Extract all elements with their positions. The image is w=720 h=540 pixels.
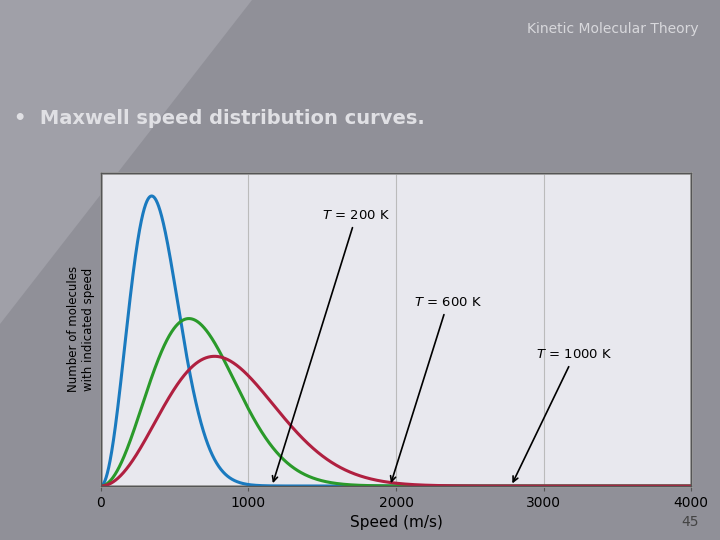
Text: 45: 45 (681, 515, 698, 529)
Text: $\it{T}$ = 1000 K: $\it{T}$ = 1000 K (513, 348, 613, 482)
Bar (101, 173, 691, 486)
Text: $\it{T}$ = 200 K: $\it{T}$ = 200 K (272, 209, 390, 482)
X-axis label: Speed (m/s): Speed (m/s) (350, 515, 442, 530)
Polygon shape (0, 0, 252, 324)
Text: Kinetic Molecular Theory: Kinetic Molecular Theory (527, 22, 698, 36)
Text: •  Maxwell speed distribution curves.: • Maxwell speed distribution curves. (14, 109, 425, 129)
Y-axis label: Number of molecules
with indicated speed: Number of molecules with indicated speed (67, 266, 95, 393)
Text: $\it{T}$ = 600 K: $\it{T}$ = 600 K (390, 296, 482, 482)
